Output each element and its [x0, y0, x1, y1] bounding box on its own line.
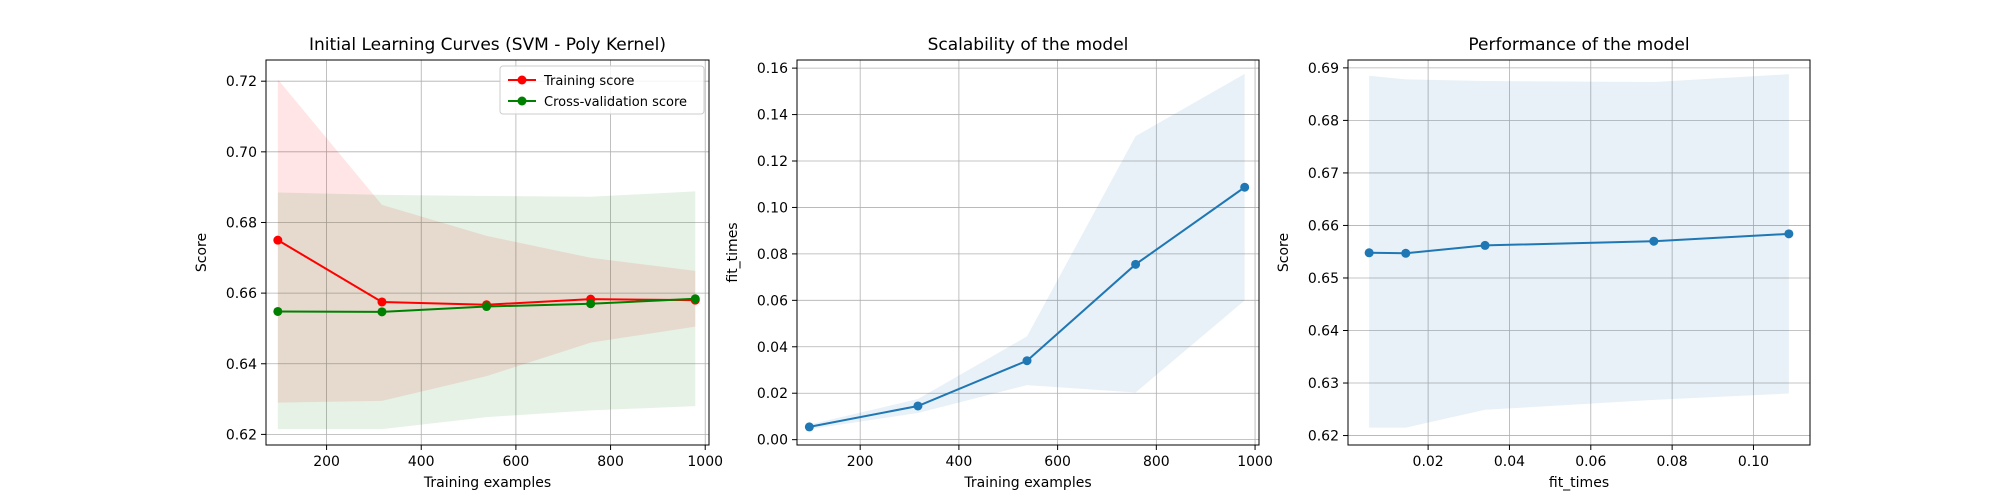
confidence-band-1 [1369, 74, 1789, 428]
x-tick-label: 0.08 [1657, 454, 1688, 470]
data-point [482, 302, 492, 312]
chart-panel-1: 200 400 600 800 1000 0.62 0.64 0.66 0.68 0.70 0.72… [194, 35, 723, 491]
y-tick-label: 0.08 [757, 247, 788, 263]
x-axis-label: Training examples [423, 475, 551, 491]
y-tick-label: 0.04 [757, 340, 788, 356]
chart-title: Performance of the model [1468, 35, 1689, 55]
data-point [273, 235, 283, 245]
x-tick-label: 0.10 [1738, 454, 1769, 470]
y-tick-label: 0.12 [757, 154, 788, 170]
legend-label: Cross-validation score [544, 95, 687, 110]
y-tick-label: 0.69 [1308, 61, 1339, 77]
data-point [1401, 248, 1411, 258]
y-tick-label: 0.63 [1308, 376, 1339, 392]
data-point [1364, 248, 1374, 258]
x-tick-label: 0.04 [1494, 454, 1525, 470]
y-tick-label: 0.00 [757, 433, 788, 449]
y-tick-label: 0.67 [1308, 166, 1339, 182]
x-tick-label: 200 [847, 454, 874, 470]
legend: Training score Cross-validation score [499, 65, 705, 115]
y-tick-label: 0.62 [226, 427, 257, 443]
y-tick-label: 0.62 [1308, 429, 1339, 445]
y-tick-label: 0.66 [1308, 218, 1339, 234]
data-point [913, 401, 923, 411]
y-tick-label: 0.16 [757, 61, 788, 77]
x-tick-label: 400 [408, 454, 435, 470]
chart-panel-3: 0.02 0.04 0.06 0.08 0.10 0.62 0.63 0.64 0.65 0.66… [1276, 35, 1811, 491]
data-point [586, 299, 596, 309]
data-point [1022, 356, 1032, 366]
y-axis-label: fit_times [725, 222, 741, 282]
chart-panel-2: 200 400 600 800 1000 0.00 0.02 0.04 0.06 0.08 0.10… [725, 35, 1273, 491]
x-tick-label: 400 [946, 454, 973, 470]
y-tick-label: 0.68 [226, 215, 257, 231]
y-tick-label: 0.64 [226, 357, 257, 373]
chart-title: Initial Learning Curves (SVM - Poly Kern… [309, 35, 666, 55]
plot-frame [1347, 59, 1811, 446]
x-tick-label: 800 [597, 454, 624, 470]
x-tick-label: 0.02 [1413, 454, 1444, 470]
data-point [1649, 236, 1659, 246]
y-tick-label: 0.14 [757, 108, 788, 124]
y-tick-label: 0.65 [1308, 271, 1339, 287]
x-tick-label: 200 [313, 454, 340, 470]
data-point [690, 294, 700, 304]
data-point [377, 297, 387, 307]
data-point [1131, 259, 1141, 269]
x-axis-label: fit_times [1549, 475, 1609, 491]
y-tick-label: 0.10 [757, 200, 788, 216]
plot-frame [265, 59, 710, 446]
data-point [804, 422, 814, 432]
x-tick-label: 1000 [1237, 454, 1273, 470]
data-point [1240, 182, 1250, 192]
y-tick-label: 0.72 [226, 74, 257, 90]
x-tick-label: 0.06 [1575, 454, 1606, 470]
plot-frame [796, 59, 1260, 446]
legend-box [499, 65, 705, 115]
confidence-band-1 [809, 73, 1245, 430]
legend-marker [517, 75, 527, 85]
y-tick-label: 0.02 [757, 386, 788, 402]
x-axis-label: Training examples [963, 475, 1091, 491]
y-tick-label: 0.64 [1308, 323, 1339, 339]
y-tick-label: 0.66 [226, 286, 257, 302]
y-tick-label: 0.70 [226, 145, 257, 161]
y-tick-label: 0.06 [757, 293, 788, 309]
y-axis-label: Score [194, 233, 210, 272]
data-point [377, 307, 387, 317]
y-axis-label: Score [1276, 233, 1292, 272]
confidence-band-1 [277, 79, 696, 403]
x-tick-label: 600 [1044, 454, 1071, 470]
x-tick-label: 1000 [687, 454, 723, 470]
y-tick-label: 0.68 [1308, 113, 1339, 129]
x-tick-label: 600 [503, 454, 530, 470]
legend-label: Training score [543, 74, 634, 89]
data-point [1784, 229, 1794, 239]
data-point [273, 306, 283, 316]
data-point [1480, 240, 1490, 250]
legend-marker [517, 96, 527, 106]
chart-title: Scalability of the model [928, 35, 1129, 55]
x-tick-label: 800 [1143, 454, 1170, 470]
